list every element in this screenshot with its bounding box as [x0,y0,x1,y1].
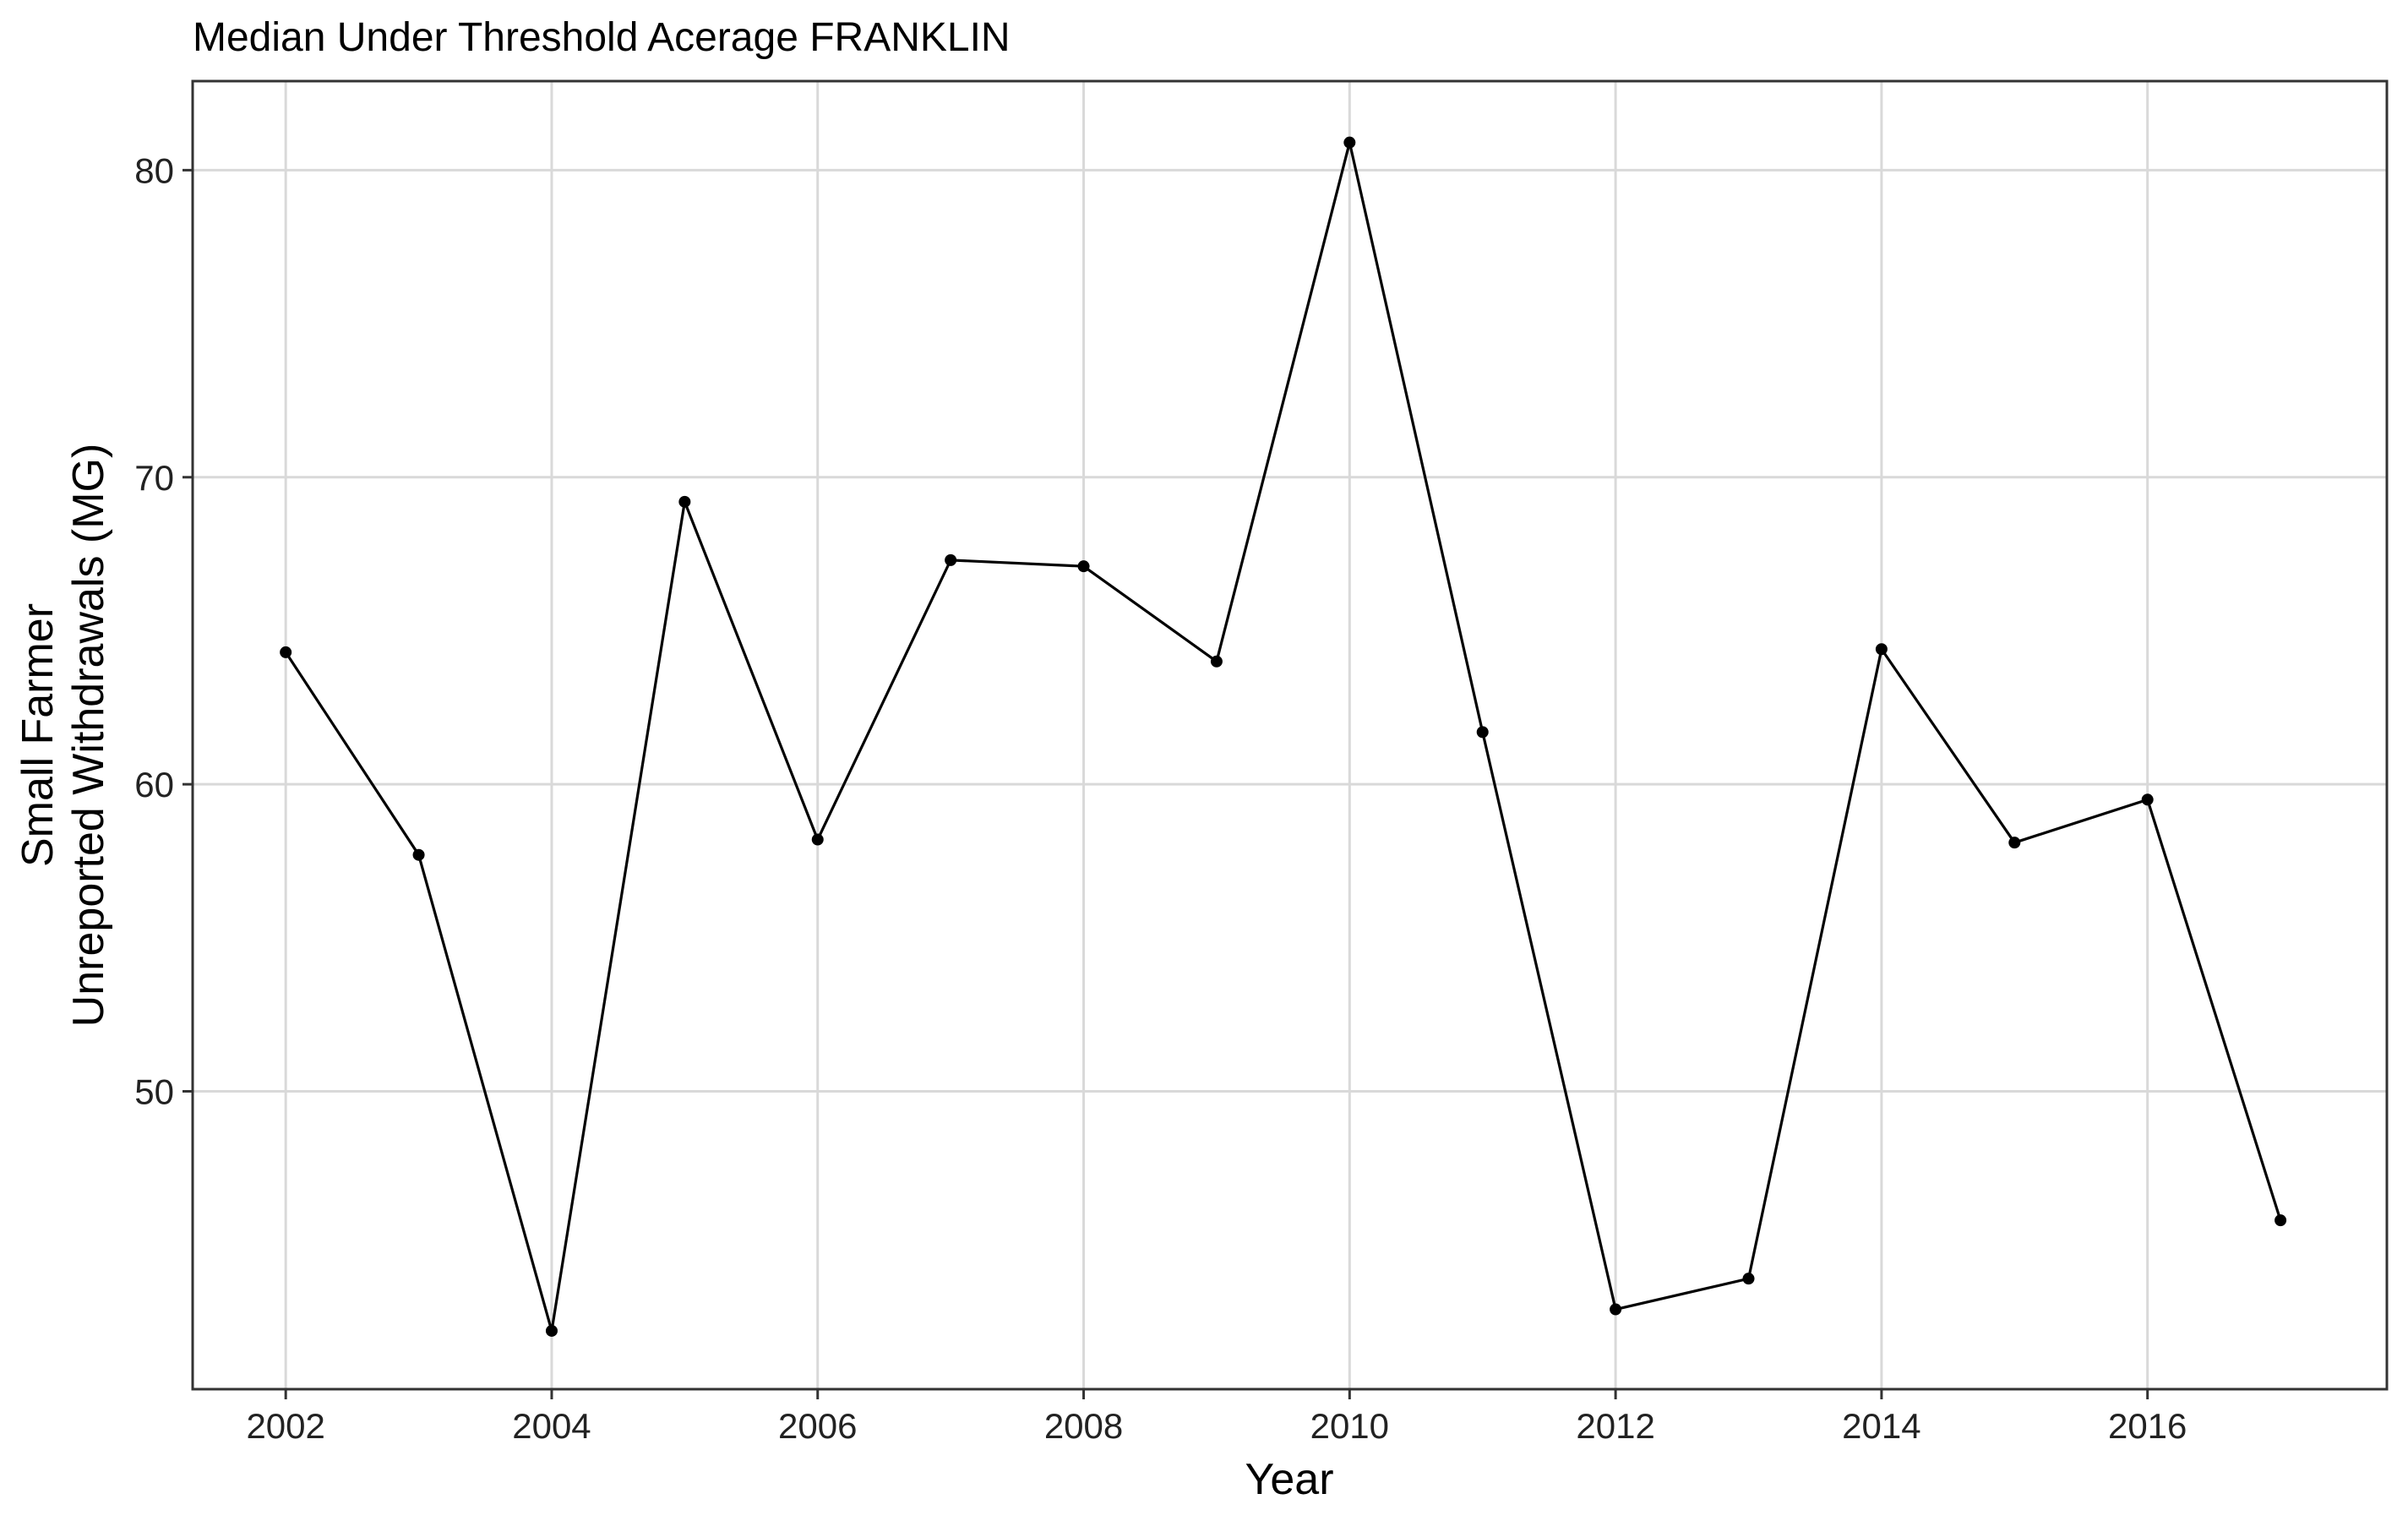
data-point-2012 [1610,1303,1622,1316]
x-tick-label-2002: 2002 [246,1406,324,1446]
y-tick-label-50: 50 [134,1072,174,1112]
series-layer [280,136,2287,1337]
grid-lines [193,81,2387,1389]
data-point-2011 [1476,726,1489,739]
data-point-2017 [2275,1214,2287,1227]
data-point-2003 [412,848,425,861]
data-point-2008 [1077,560,1090,573]
x-tick-label-2008: 2008 [1044,1406,1123,1446]
x-tick-label-2012: 2012 [1576,1406,1654,1446]
data-point-2015 [2008,837,2021,849]
x-tick-label-2004: 2004 [512,1406,591,1446]
data-point-2009 [1210,655,1223,668]
x-axis-title: Year [1245,1455,1333,1504]
chart-title: Median Under Threshold Acerage FRANKLIN [193,15,1011,60]
data-point-2014 [1875,643,1888,656]
data-point-2007 [945,553,957,566]
data-point-2006 [811,833,824,846]
x-tick-label-2016: 2016 [2108,1406,2187,1446]
data-point-2005 [678,495,691,508]
y-tick-label-70: 70 [134,458,174,498]
y-tick-label-80: 80 [134,150,174,190]
y-axis-title-line-2: Unreported Withdrawals (MG) [64,444,113,1028]
data-point-2004 [545,1324,558,1337]
x-tick-label-2014: 2014 [1842,1406,1920,1446]
axes: 2002 2004 2006 2008 2010 2012 2014 2016 50 60 70 80 [134,150,2187,1446]
series-line-0 [284,142,2282,1332]
data-point-2016 [2141,793,2154,806]
data-point-2010 [1343,136,1356,149]
y-axis-title-line-1: Small Farmer [14,603,63,867]
x-tick-label-2006: 2006 [778,1406,857,1446]
y-tick-label-60: 60 [134,765,174,804]
data-point-2002 [280,646,292,658]
data-point-2013 [1742,1273,1755,1285]
y-axis-title: Small Farmer Unreported Withdrawals (MG) [14,444,113,1028]
x-tick-label-2010: 2010 [1310,1406,1389,1446]
plot-panel-border [191,79,2389,1391]
